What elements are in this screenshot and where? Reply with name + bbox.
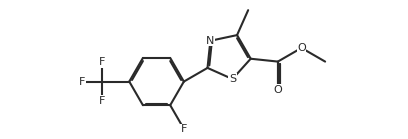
Text: F: F [79,77,85,87]
Text: F: F [99,57,105,67]
Text: O: O [297,43,306,53]
Text: S: S [229,74,236,84]
Text: F: F [181,124,187,134]
Text: F: F [99,96,105,106]
Text: O: O [273,85,282,95]
Text: N: N [206,36,215,46]
